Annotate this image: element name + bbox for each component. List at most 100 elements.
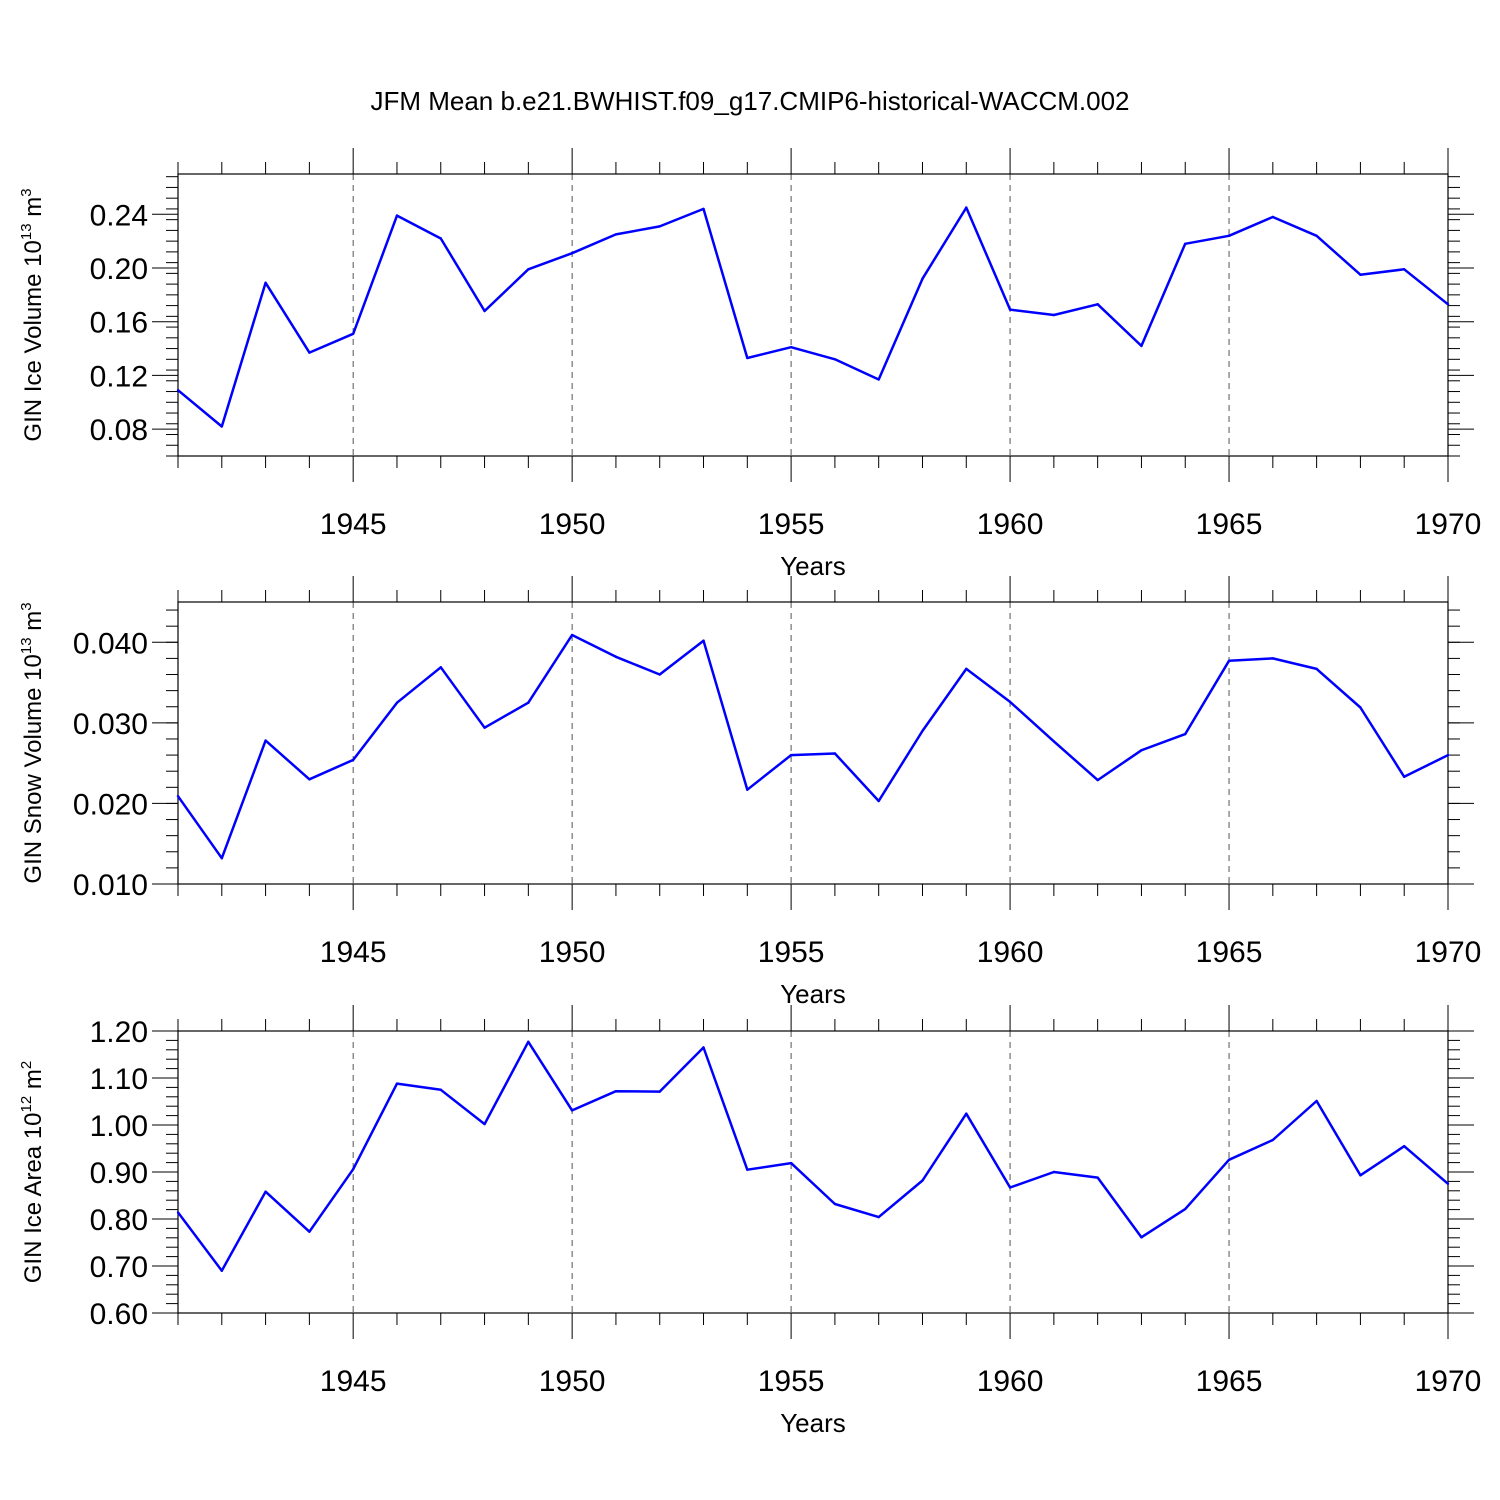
data-point [1227, 659, 1231, 663]
data-point [1359, 273, 1362, 276]
x-tick-label: 1965 [1196, 936, 1263, 969]
data-point [1446, 753, 1450, 757]
data-point [570, 633, 574, 637]
panel-2: 0.010 0.020 0.030 0.040 1945 1950 1955 1960 1965… [18, 576, 1481, 1009]
data-point [570, 252, 574, 255]
x-tick-label: 1960 [977, 936, 1044, 969]
data-point [1140, 749, 1143, 752]
data-point [1403, 775, 1406, 779]
data-point [658, 673, 661, 676]
data-point [1008, 700, 1012, 704]
data-point [483, 726, 486, 729]
data-point [746, 1168, 749, 1171]
y-tick-label: 0.040 [73, 627, 148, 660]
data-point [833, 1202, 837, 1206]
data-point [176, 1211, 180, 1214]
x-tick-label: 1945 [320, 508, 387, 541]
data-point [1140, 1236, 1143, 1239]
data-point [395, 1082, 399, 1085]
data-point [921, 1179, 924, 1182]
y-axis-title: GIN Snow Volume 1013 m3 [18, 602, 47, 883]
data-point [308, 778, 311, 781]
data-point [264, 739, 267, 742]
data-point [439, 237, 442, 240]
data-point [395, 701, 399, 704]
series-line [176, 633, 1449, 860]
data-point [1096, 1176, 1099, 1179]
data-point [965, 206, 968, 209]
x-tick-label: 1950 [539, 936, 606, 969]
x-axis-title: Years [780, 551, 846, 581]
data-point [789, 753, 793, 757]
plot-frame [177, 601, 1449, 885]
data-point [789, 346, 793, 349]
data-point [789, 1161, 793, 1165]
x-tick-label: 1965 [1196, 508, 1263, 541]
x-tick-label: 1970 [1415, 1365, 1482, 1398]
data-point [1403, 1144, 1406, 1148]
x-tick-label: 1970 [1415, 508, 1482, 541]
data-point [1008, 308, 1012, 311]
data-point [877, 1215, 880, 1219]
data-point [746, 788, 749, 791]
data-point [1140, 344, 1143, 348]
data-point [1271, 215, 1275, 219]
data-point [833, 752, 837, 755]
data-point [1446, 1182, 1450, 1185]
data-point [702, 1046, 705, 1049]
data-point [1052, 1170, 1056, 1174]
data-point [308, 1230, 311, 1233]
y-tick-label: 0.80 [90, 1204, 148, 1237]
data-point [1359, 1174, 1362, 1177]
data-point [877, 799, 880, 803]
data-point [877, 378, 880, 381]
data-point [614, 233, 618, 236]
y-tick-label: 1.00 [90, 1110, 148, 1143]
x-tick-label: 1955 [758, 508, 825, 541]
data-point [527, 268, 530, 271]
y-tick-label: 0.60 [90, 1298, 148, 1331]
data-point [1184, 242, 1187, 246]
data-point [1096, 778, 1099, 782]
data-point [527, 1040, 530, 1044]
data-point [614, 655, 618, 658]
data-point [264, 281, 267, 284]
data-point [176, 794, 180, 798]
series-line [177, 1040, 1449, 1272]
data-point [614, 1089, 618, 1093]
data-point [1008, 1186, 1012, 1189]
data-point [439, 666, 442, 669]
x-tick-label: 1945 [320, 1365, 387, 1398]
x-axis-title: Years [780, 1408, 846, 1438]
data-point [1052, 740, 1056, 743]
data-point [220, 425, 223, 428]
data-point [1315, 1099, 1318, 1103]
data-point [1096, 303, 1099, 306]
x-tick-label: 1945 [320, 936, 387, 969]
data-point [308, 351, 311, 354]
x-tick-label: 1970 [1415, 936, 1482, 969]
y-tick-label: 0.020 [73, 788, 148, 821]
y-tick-label: 1.20 [90, 1016, 148, 1049]
data-point [702, 207, 705, 211]
data-point [746, 356, 749, 360]
data-point [921, 277, 924, 280]
y-tick-label: 0.010 [73, 869, 148, 902]
data-point [1271, 657, 1275, 660]
data-point [1271, 1138, 1275, 1142]
y-axis-title: GIN Ice Volume 1013 m3 [18, 188, 47, 441]
data-point [658, 1090, 661, 1093]
data-point [351, 1167, 355, 1171]
y-axis-title: GIN Ice Area 1012 m2 [18, 1061, 47, 1283]
data-point [1227, 234, 1231, 237]
x-tick-label: 1965 [1196, 1365, 1263, 1398]
data-point [351, 332, 355, 335]
plot-frame [177, 173, 1449, 457]
data-point [658, 225, 661, 228]
x-tick-label: 1950 [539, 1365, 606, 1398]
data-point [1403, 268, 1406, 271]
y-tick-label: 1.10 [90, 1063, 148, 1096]
data-point [1315, 234, 1318, 237]
data-point [1052, 313, 1056, 317]
